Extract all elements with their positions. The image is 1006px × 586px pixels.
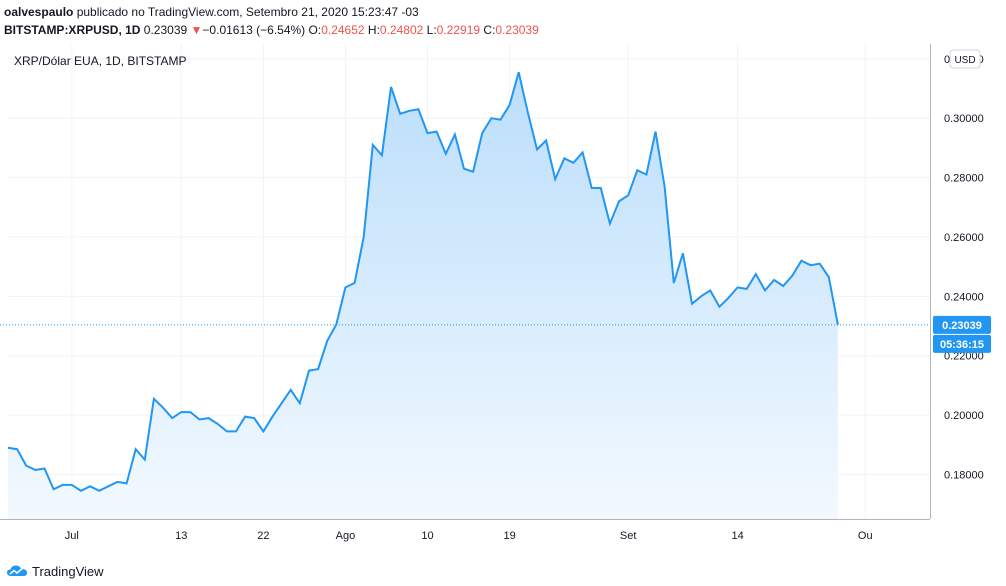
tradingview-cloud-icon (7, 565, 27, 576)
author-name[interactable]: oalvespaulo (4, 5, 74, 19)
price-tick-label: 0.18000 (944, 469, 984, 481)
currency-badge[interactable]: USD (949, 49, 981, 69)
price-tick-label: 0.28000 (944, 173, 984, 185)
time-tick-label: 22 (257, 530, 269, 542)
ohlc-legend: BITSTAMP:XRPUSD, 1D 0.23039 ▼−0.01613 (−… (4, 22, 1002, 38)
price-area-fill (8, 72, 838, 519)
footer-branding[interactable]: TradingView (6, 560, 104, 582)
low-label: L: (426, 23, 437, 37)
time-tick-label: Jul (65, 530, 79, 542)
bar-countdown: 05:36:15 (940, 339, 984, 351)
symbol-label: BITSTAMP:XRPUSD, 1D (4, 23, 141, 37)
price-tick-label: 0.22000 (944, 351, 984, 363)
high-value: 0.24802 (379, 23, 424, 37)
time-tick-label: 10 (421, 530, 433, 542)
low-value: 0.22919 (436, 23, 481, 37)
last-price-tag: 0.23039 05:36:15 (933, 315, 991, 353)
time-tick-label: Ou (858, 530, 873, 542)
close-label: C: (483, 23, 496, 37)
time-tick-label: 19 (503, 530, 515, 542)
price-change: −0.01613 (−6.54%) (202, 23, 306, 37)
publish-text: publicado no TradingView.com, Setembro 2… (76, 5, 419, 19)
down-arrow-icon: ▼ (190, 23, 203, 37)
open-value: 0.24652 (321, 23, 365, 37)
high-label: H: (367, 23, 380, 37)
price-tick-label: 0.20000 (944, 410, 984, 422)
footer-brand-name: TradingView (32, 563, 104, 579)
chart-title: XRP/Dólar EUA, 1D, BITSTAMP (14, 54, 186, 68)
time-tick-label: 14 (731, 530, 743, 542)
price-line[interactable] (7, 71, 839, 492)
price-chart[interactable]: 0.18000 0.20000 0.22000 0.24000 0.26000 0.280… (0, 44, 1006, 558)
time-tick-label: Ago (336, 530, 356, 542)
price-tick-label: 0.30000 (944, 113, 984, 125)
time-axis[interactable]: Jul 13 22 Ago 10 19 Set 14 Ou (65, 530, 873, 542)
last-price-tag-value: 0.23039 (942, 320, 982, 332)
close-value: 0.23039 (495, 23, 539, 37)
price-tick-label: 0.24000 (944, 291, 984, 303)
publish-info: oalvespaulo publicado no TradingView.com… (4, 4, 1002, 20)
price-tick-label: 0.26000 (944, 232, 984, 244)
time-tick-label: Set (620, 530, 637, 542)
last-price: 0.23039 (143, 23, 188, 37)
currency-badge-label: USD (954, 55, 975, 66)
chart-container[interactable]: 0.18000 0.20000 0.22000 0.24000 0.26000 0.280… (0, 44, 1006, 558)
open-label: O: (308, 23, 322, 37)
price-axis[interactable]: 0.18000 0.20000 0.22000 0.24000 0.26000 0.280… (944, 54, 984, 482)
time-tick-label: 13 (175, 530, 187, 542)
chart-header: oalvespaulo publicado no TradingView.com… (4, 4, 1002, 38)
